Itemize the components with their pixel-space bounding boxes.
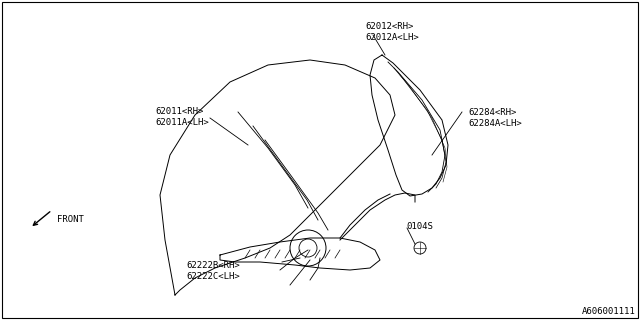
Text: 62011<RH>: 62011<RH> [155,107,204,116]
Text: 62222B<RH>: 62222B<RH> [186,261,240,270]
Text: 62012A<LH>: 62012A<LH> [365,33,419,42]
Text: A606001111: A606001111 [582,307,636,316]
Text: FRONT: FRONT [57,215,84,224]
Text: 62284<RH>: 62284<RH> [468,108,516,117]
Text: 62012<RH>: 62012<RH> [365,22,413,31]
Text: 62284A<LH>: 62284A<LH> [468,119,522,128]
Text: 62222C<LH>: 62222C<LH> [186,272,240,281]
Text: 0104S: 0104S [406,222,433,231]
Text: 62011A<LH>: 62011A<LH> [155,118,209,127]
